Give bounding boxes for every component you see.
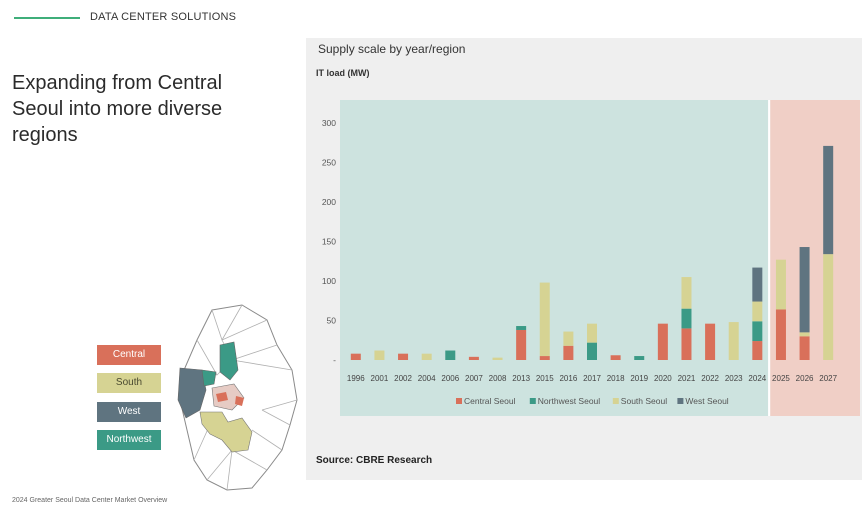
bar-2023-south-seoul (728, 322, 739, 360)
legend-swatch (677, 398, 684, 404)
bar-2008-south-seoul (492, 357, 503, 360)
bar-2016-south-seoul (563, 331, 574, 346)
bar-2025-central-seoul (775, 309, 786, 360)
region-northwest-2 (201, 369, 217, 387)
bar-2024-west-seoul (752, 267, 763, 302)
section-label: DATA CENTER SOLUTIONS (90, 11, 237, 23)
bar-2013-northwest-seoul (516, 326, 527, 330)
region-south (199, 411, 253, 453)
x-tick-label: 1996 (347, 374, 365, 383)
y-tick-label: 50 (327, 316, 337, 326)
bar-1996-central-seoul (350, 353, 361, 360)
y-tick-label: 300 (322, 118, 336, 128)
bar-2004-south-seoul (421, 353, 432, 360)
region-central-core (216, 392, 228, 402)
legend-label: South Seoul (621, 396, 667, 406)
map-legend-west: West (97, 402, 161, 422)
x-tick-label: 2016 (559, 374, 577, 383)
region-central-east (235, 396, 244, 406)
bar-2007-central-seoul (468, 356, 479, 360)
bar-2018-central-seoul (610, 355, 621, 360)
bar-2002-central-seoul (398, 353, 409, 360)
y-tick-label: 250 (322, 158, 336, 168)
x-tick-label: 2026 (796, 374, 814, 383)
bar-2022-central-seoul (705, 323, 716, 360)
y-tick-label: 200 (322, 197, 336, 207)
x-tick-label: 2007 (465, 374, 483, 383)
legend-swatch (456, 398, 462, 404)
bar-2016-central-seoul (563, 345, 574, 360)
chart-panel: Supply scale by year/region IT load (MW)… (306, 38, 862, 480)
historical-zone-bg (340, 100, 769, 416)
bar-2020-central-seoul (657, 323, 668, 360)
y-tick-label: 150 (322, 237, 336, 247)
bar-2024-northwest-seoul (752, 321, 763, 342)
x-tick-label: 2020 (654, 374, 672, 383)
bar-2015-south-seoul (539, 282, 550, 357)
bar-2021-northwest-seoul (681, 308, 692, 329)
bar-2017-northwest-seoul (587, 342, 597, 360)
footer-note: 2024 Greater Seoul Data Center Market Ov… (12, 497, 168, 504)
x-tick-label: 2018 (607, 374, 625, 383)
legend-label: Northwest Seoul (538, 396, 600, 406)
bar-2015-central-seoul (539, 356, 550, 360)
bar-2021-central-seoul (681, 328, 692, 360)
x-tick-label: 2019 (630, 374, 648, 383)
x-tick-label: 2027 (819, 374, 837, 383)
bar-2006-northwest-seoul (445, 350, 456, 360)
chart-source: Source: CBRE Research (316, 455, 433, 466)
y-tick-label: 100 (322, 276, 336, 286)
x-tick-label: 2015 (536, 374, 554, 383)
x-tick-label: 2004 (418, 374, 436, 383)
legend-swatch (529, 398, 536, 404)
legend-swatch (612, 398, 619, 404)
bar-2017-south-seoul (587, 323, 597, 343)
x-tick-label: 2006 (441, 374, 459, 383)
x-tick-label: 2022 (701, 374, 719, 383)
y-axis-label: IT load (MW) (316, 68, 370, 78)
bar-2027-west-seoul (823, 145, 834, 255)
map-legend-northwest: Northwest (97, 430, 161, 450)
header-accent-line (14, 17, 80, 19)
x-tick-label: 2002 (394, 374, 412, 383)
x-tick-label: 2001 (371, 374, 389, 383)
bar-2013-central-seoul (516, 329, 527, 360)
x-tick-label: 2017 (583, 374, 601, 383)
bar-2001-south-seoul (374, 350, 385, 360)
chart-title: Supply scale by year/region (318, 42, 466, 56)
x-tick-label: 2021 (678, 374, 696, 383)
seoul-region-map (172, 300, 302, 495)
x-tick-label: 2024 (748, 374, 766, 383)
bar-2026-south-seoul (799, 332, 810, 337)
x-tick-label: 2008 (489, 374, 507, 383)
bar-2026-central-seoul (799, 336, 810, 360)
legend-label: West Seoul (685, 396, 728, 406)
bar-2024-central-seoul (752, 341, 763, 360)
bar-2024-south-seoul (752, 301, 763, 322)
page-headline: Expanding from Central Seoul into more d… (12, 72, 223, 146)
region-northwest (219, 341, 239, 381)
bar-2025-south-seoul (775, 259, 786, 310)
x-tick-label: 2025 (772, 374, 790, 383)
bar-2019-northwest-seoul (634, 356, 645, 360)
bar-2027-south-seoul (823, 254, 834, 360)
map-legend-central: Central (97, 345, 161, 365)
y-tick-zero: - (333, 355, 336, 365)
legend-label: Central Seoul (464, 396, 516, 406)
stacked-bar-chart: 50 100 150 200 250 300 - 1996 2001 2002 2004 2006 20… (322, 100, 860, 416)
map-legend-south: South (97, 373, 161, 393)
bar-2021-south-seoul (681, 277, 692, 309)
x-tick-label: 2013 (512, 374, 530, 383)
bar-2026-west-seoul (799, 247, 810, 333)
forecast-zone-bg (770, 100, 860, 416)
x-tick-label: 2023 (725, 374, 743, 383)
